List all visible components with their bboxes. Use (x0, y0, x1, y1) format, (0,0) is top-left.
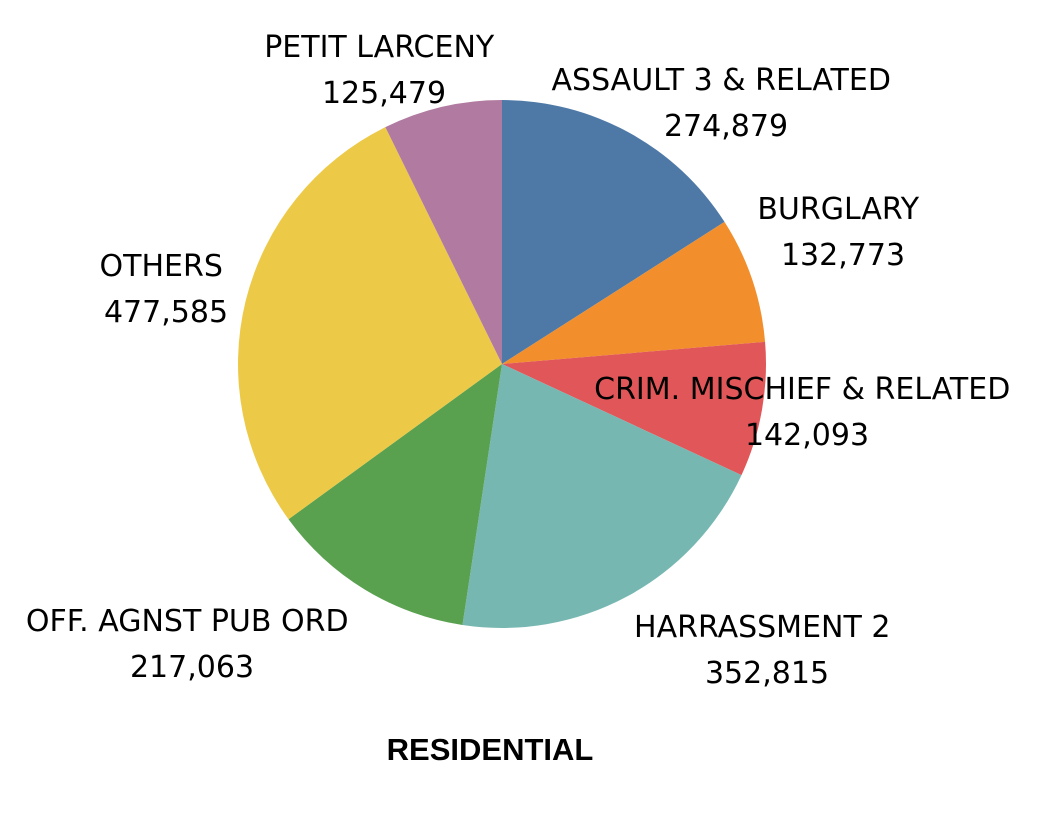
pie-slice-burglary (502, 221, 766, 364)
pie-slice-others (238, 127, 502, 520)
chart-title: RESIDENTIAL (387, 732, 594, 767)
pie-slice-harrassment-2 (462, 364, 742, 628)
slice-label-harrassment: HARRASSMENT 2 352,815 (634, 610, 900, 691)
pie-slice-crim-mischief-related (502, 341, 766, 476)
pie-slice-off-agnst-pub-ord (288, 364, 502, 626)
slice-label-off-agnst-pub-ord: OFF. AGNST PUB ORD 217,063 (26, 604, 358, 685)
pie-slices (238, 100, 766, 628)
pie-slice-petit-larceny (385, 100, 502, 364)
slice-label-crim-mischief: CRIM. MISCHIEF & RELATED 142,093 (594, 372, 1020, 453)
slice-label-assault: ASSAULT 3 & RELATED 274,879 (552, 63, 901, 144)
slice-label-burglary: BURGLARY 132,773 (757, 192, 928, 273)
slice-label-petit-larceny: PETIT LARCENY 125,479 (264, 30, 504, 111)
slice-label-others: OTHERS 477,585 (100, 249, 233, 330)
pie-slice-assault-3-related (502, 100, 725, 364)
